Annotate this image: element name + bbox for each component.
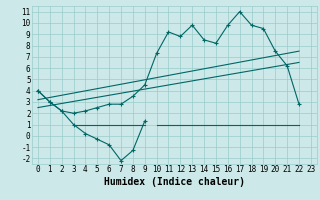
X-axis label: Humidex (Indice chaleur): Humidex (Indice chaleur) <box>104 177 245 187</box>
